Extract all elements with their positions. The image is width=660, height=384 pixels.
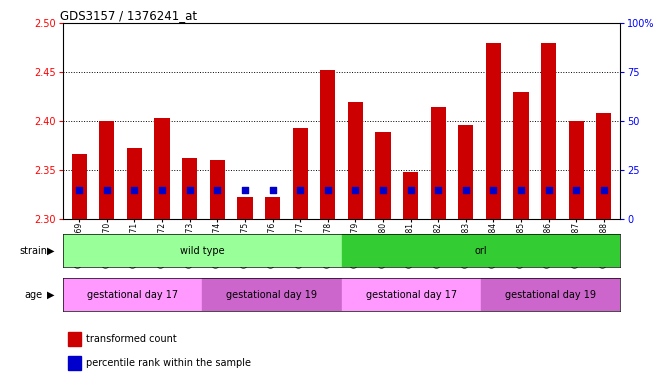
Text: ▶: ▶ <box>47 245 55 256</box>
Point <box>323 186 333 192</box>
Bar <box>342 234 620 267</box>
Point <box>543 186 554 192</box>
Point <box>129 186 140 192</box>
Point <box>267 186 278 192</box>
Bar <box>127 148 142 219</box>
Bar <box>210 160 225 219</box>
Bar <box>541 43 556 219</box>
Text: gestational day 17: gestational day 17 <box>87 290 178 300</box>
Point <box>350 186 360 192</box>
Point <box>599 186 609 192</box>
Text: gestational day 19: gestational day 19 <box>505 290 596 300</box>
Bar <box>430 107 446 219</box>
Bar <box>513 91 529 219</box>
Text: strain: strain <box>20 245 48 256</box>
Bar <box>458 125 473 219</box>
Bar <box>202 278 342 311</box>
Point <box>433 186 444 192</box>
Bar <box>292 128 308 219</box>
Text: ▶: ▶ <box>47 290 55 300</box>
Point <box>212 186 222 192</box>
Bar <box>154 118 170 219</box>
Text: orl: orl <box>475 245 487 256</box>
Bar <box>265 197 280 219</box>
Bar <box>63 234 342 267</box>
Text: gestational day 17: gestational day 17 <box>366 290 457 300</box>
Text: percentile rank within the sample: percentile rank within the sample <box>86 358 251 368</box>
Bar <box>481 278 620 311</box>
Bar <box>320 70 335 219</box>
Point <box>515 186 526 192</box>
Bar <box>238 197 253 219</box>
Point <box>488 186 499 192</box>
Bar <box>182 158 197 219</box>
Text: wild type: wild type <box>180 245 224 256</box>
Point <box>405 186 416 192</box>
Text: transformed count: transformed count <box>86 334 177 344</box>
Point <box>240 186 250 192</box>
Point <box>184 186 195 192</box>
Text: age: age <box>24 290 42 300</box>
Bar <box>342 278 481 311</box>
Bar <box>348 103 363 219</box>
Bar <box>486 43 501 219</box>
Point <box>295 186 306 192</box>
Bar <box>68 333 81 346</box>
Bar <box>99 121 114 219</box>
Bar <box>596 113 611 219</box>
Point <box>378 186 388 192</box>
Point <box>571 186 581 192</box>
Text: gestational day 19: gestational day 19 <box>226 290 317 300</box>
Text: GDS3157 / 1376241_at: GDS3157 / 1376241_at <box>60 9 197 22</box>
Point <box>102 186 112 192</box>
Bar <box>63 278 202 311</box>
Point <box>461 186 471 192</box>
Bar <box>376 132 391 219</box>
Bar <box>72 154 87 219</box>
Point <box>74 186 84 192</box>
Bar <box>403 172 418 219</box>
Bar <box>68 356 81 370</box>
Point <box>157 186 168 192</box>
Bar <box>569 121 584 219</box>
